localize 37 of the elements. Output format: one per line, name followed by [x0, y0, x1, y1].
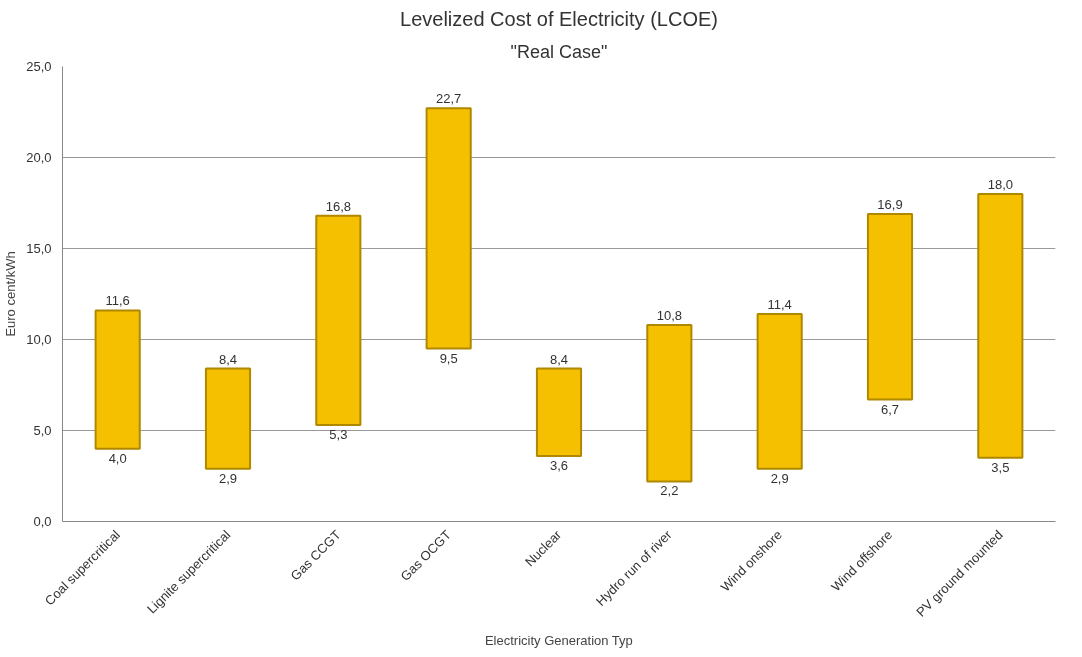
annotation: 9,5: [439, 350, 458, 366]
y-tick-label: 20,0: [26, 150, 52, 165]
y-axis-title: Euro cent/kWh: [3, 251, 19, 337]
x-axis-title: Electricity Generation Typ: [484, 632, 633, 648]
chart-title: Levelized Cost of Electricity (LCOE): [400, 7, 718, 30]
annotation: 8,4: [549, 351, 569, 367]
bar: [315, 214, 362, 427]
annotation: 2,9: [770, 470, 789, 486]
chart-subtitle: "Real Case": [510, 41, 608, 62]
y-tick-label: 10,0: [26, 332, 52, 347]
annotation: 11,6: [105, 293, 130, 309]
bar: [425, 107, 472, 350]
bar: [977, 192, 1024, 459]
annotation: 2,2: [660, 483, 679, 499]
annotation: 3,5: [991, 459, 1010, 475]
annotation: 8,4: [218, 351, 238, 367]
y-tick-label: 15,0: [26, 241, 52, 256]
annotation: 4,0: [108, 450, 127, 466]
bar: [756, 313, 803, 470]
bar: [535, 367, 583, 457]
bar: [94, 309, 141, 450]
annotation: 10,8: [656, 307, 682, 323]
annotation: 11,4: [767, 297, 792, 313]
annotation: 16,9: [877, 196, 903, 212]
annotation: 22,7: [436, 91, 462, 107]
annotation: 5,3: [329, 427, 348, 443]
annotation: 2,9: [218, 470, 238, 486]
y-tick-label: 25,0: [26, 59, 52, 74]
bar: [204, 367, 252, 470]
bar: [646, 323, 693, 483]
annotation: 3,6: [549, 457, 569, 473]
annotation: 18,0: [987, 176, 1013, 192]
y-tick-label: 0,0: [33, 514, 52, 529]
y-tick-label: 5,0: [33, 423, 52, 438]
annotation: 6,7: [880, 401, 900, 417]
bar: [866, 212, 914, 401]
annotation: 16,8: [325, 198, 351, 214]
